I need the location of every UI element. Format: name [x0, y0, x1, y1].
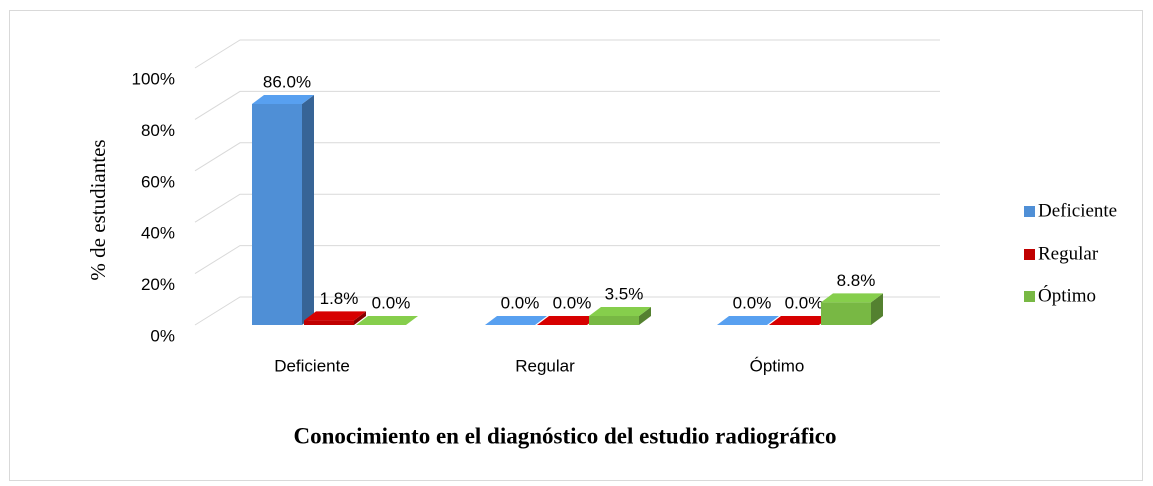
y-tick-label: 20%	[141, 275, 175, 294]
legend-swatch	[1024, 249, 1035, 260]
bar-face	[354, 311, 366, 325]
bar-face	[485, 316, 547, 325]
bar-face	[821, 302, 871, 325]
bar-face	[821, 293, 883, 303]
bar-face	[589, 316, 639, 325]
x-tick-label: Deficiente	[274, 356, 350, 375]
data-label: 3.5%	[605, 284, 644, 303]
x-tick-label: Regular	[515, 356, 575, 375]
y-tick-label: 80%	[141, 121, 175, 140]
bar-face	[304, 320, 354, 325]
bar	[717, 316, 779, 325]
chart-title: Conocimiento en el diagnóstico del estud…	[293, 423, 836, 448]
y-tick-label: 100%	[132, 69, 175, 88]
legend-label: Regular	[1038, 243, 1099, 264]
bar-face	[589, 307, 651, 317]
chart-border	[9, 10, 1143, 481]
data-label: 1.8%	[320, 289, 359, 308]
bar-face	[252, 94, 314, 104]
grid-line	[194, 245, 940, 275]
bar	[769, 316, 831, 325]
y-tick-label: 60%	[141, 172, 175, 191]
legend-swatch	[1024, 206, 1035, 217]
bar	[356, 316, 418, 325]
data-label: 0.0%	[553, 293, 592, 312]
legend-label: Deficiente	[1038, 200, 1117, 221]
grid-line	[194, 193, 940, 223]
data-label: 86.0%	[263, 72, 311, 91]
y-tick-label: 40%	[141, 224, 175, 243]
bar	[252, 94, 314, 325]
bar-face	[304, 311, 366, 321]
bar	[589, 307, 651, 325]
bar	[821, 293, 883, 325]
grid-line	[194, 90, 940, 120]
data-label: 0.0%	[372, 293, 411, 312]
bar-face	[769, 316, 831, 325]
bar-face	[639, 307, 651, 325]
bar-face	[871, 293, 883, 325]
bar-face	[252, 103, 302, 325]
bar	[485, 316, 547, 325]
bar-face	[717, 316, 779, 325]
legend-swatch	[1024, 291, 1035, 302]
data-label: 0.0%	[785, 293, 824, 312]
grid-line	[194, 39, 940, 69]
grid-line	[194, 296, 940, 326]
bar	[304, 311, 366, 325]
data-label: 0.0%	[733, 293, 772, 312]
y-tick-label: 0%	[150, 326, 175, 345]
bar	[537, 316, 599, 325]
x-tick-label: Óptimo	[750, 356, 805, 375]
bar-face	[356, 316, 418, 325]
legend-label: Óptimo	[1038, 284, 1096, 306]
data-label: 8.8%	[837, 271, 876, 290]
grid-line	[194, 142, 940, 172]
bar-face	[302, 94, 314, 325]
y-axis-title: % de estudiantes	[86, 139, 110, 280]
data-label: 0.0%	[501, 293, 540, 312]
bar-face	[537, 316, 599, 325]
